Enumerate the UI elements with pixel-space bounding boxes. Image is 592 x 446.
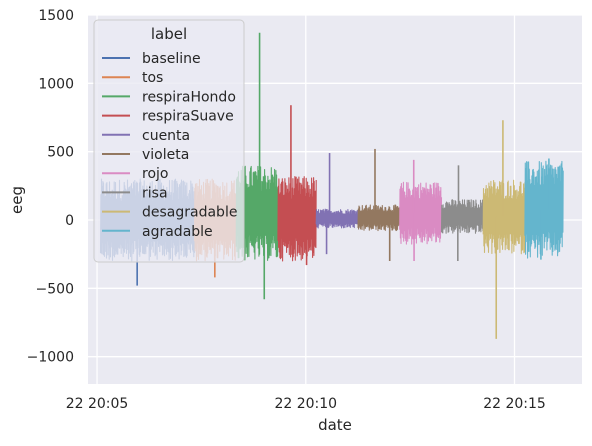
series-line-risa <box>440 199 484 234</box>
x-tick-label: 22 20:05 <box>66 396 129 412</box>
legend-box <box>93 19 245 263</box>
legend-label-respiraSuave: respiraSuave <box>142 109 234 125</box>
y-tick-label: 1000 <box>38 76 74 92</box>
series-line-desagradable <box>482 179 526 255</box>
legend-label-rojo: rojo <box>142 166 168 182</box>
legend-label-respiraHondo: respiraHondo <box>142 89 236 105</box>
legend: label baseline tos respiraHondo respiraSuav… <box>93 19 245 263</box>
legend-label-baseline: baseline <box>142 51 201 67</box>
legend-label-cuenta: cuenta <box>142 128 190 144</box>
y-axis-label: eeg <box>8 186 26 214</box>
x-tick-label: 22 20:10 <box>274 396 337 412</box>
y-tick-label: 500 <box>47 145 74 161</box>
series-line-violeta <box>357 204 401 232</box>
legend-items: baseline tos respiraHondo respiraSuave cuent… <box>102 51 237 240</box>
legend-label-tos: tos <box>142 70 163 86</box>
legend-label-desagradable: desagradable <box>142 205 237 221</box>
y-tick-label: 0 <box>65 213 74 229</box>
series-line-rojo <box>399 181 443 245</box>
legend-label-agradable: agradable <box>142 224 213 240</box>
x-axis-label: date <box>318 416 352 434</box>
series-line-respiraSuave <box>277 175 317 262</box>
x-axis: 22 20:05 22 20:10 22 20:15 <box>66 396 546 412</box>
series-line-agradable <box>524 160 564 259</box>
legend-label-risa: risa <box>142 185 168 201</box>
legend-title: label <box>151 25 187 43</box>
y-tick-label: 1500 <box>38 8 74 24</box>
y-axis: 1500 1000 500 0 −500 −1000 <box>27 8 74 366</box>
series-line-cuenta <box>315 208 359 229</box>
x-tick-label: 22 20:15 <box>483 396 546 412</box>
legend-label-violeta: violeta <box>142 147 189 163</box>
y-tick-label: −1000 <box>27 350 74 366</box>
y-tick-label: −500 <box>36 281 74 297</box>
